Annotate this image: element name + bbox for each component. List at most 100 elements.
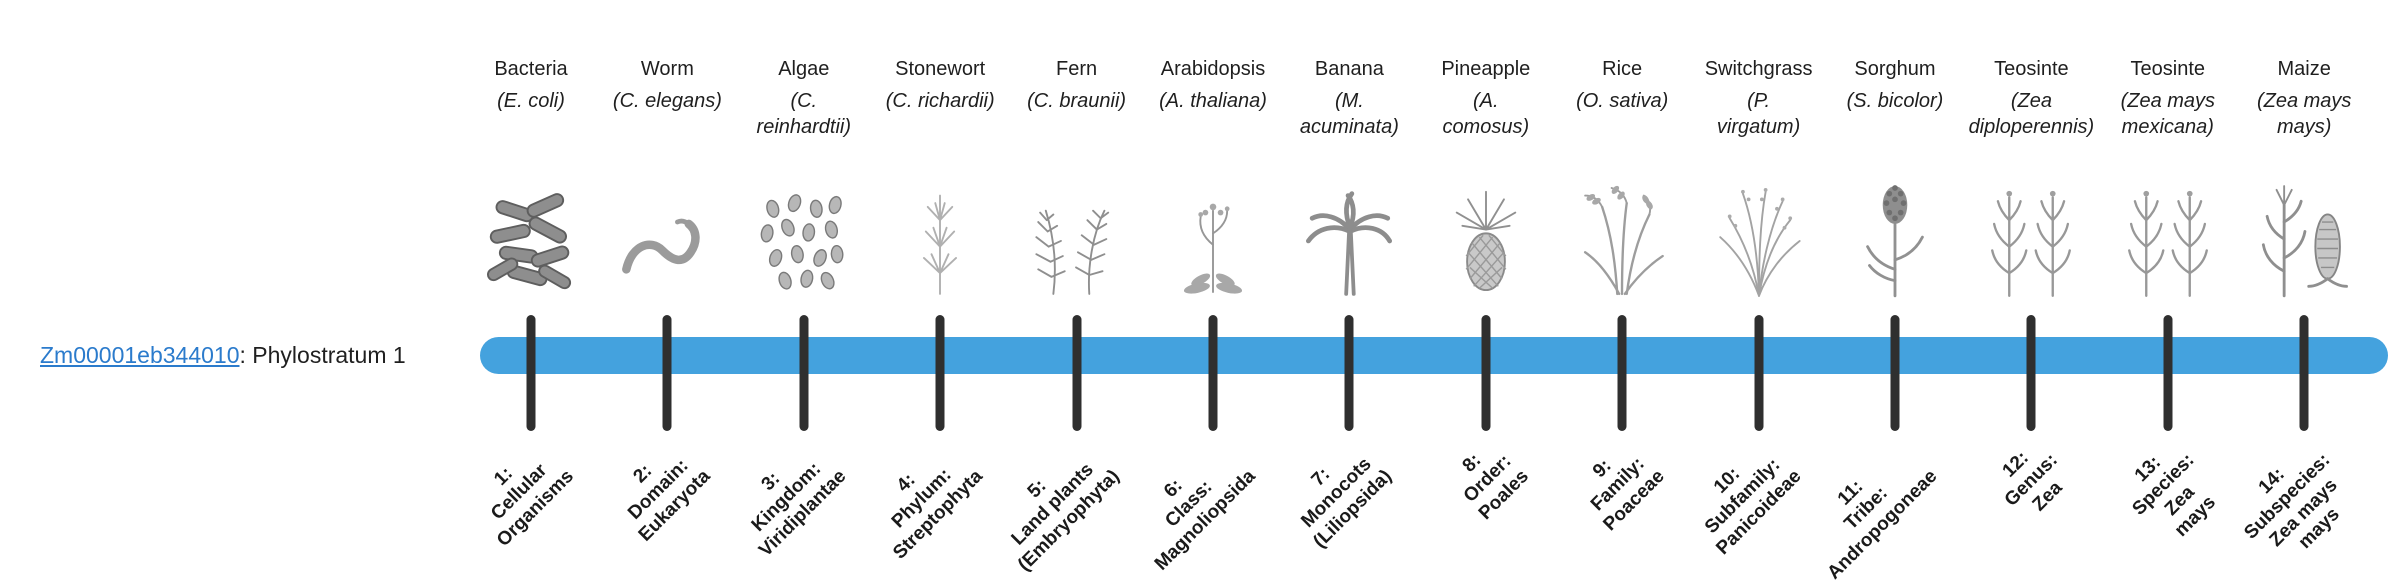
teosinte-icon <box>2112 170 2224 302</box>
organism-scientific-name: (A. thaliana) <box>1159 90 1267 112</box>
bacteria-icon <box>475 170 587 302</box>
organism-common-name: Pineapple <box>1441 58 1531 80</box>
maize-icon <box>2248 170 2360 302</box>
organism-common-name: Arabidopsis <box>1160 58 1266 80</box>
stratum-tick <box>1754 315 1764 431</box>
organism-scientific-name: (Zea mays mays) <box>2256 90 2352 138</box>
organism-name-block: Banana (M. acuminata) <box>1263 56 1435 140</box>
stratum-tick <box>1072 315 1082 431</box>
organism-name-block: Arabidopsis (A. thaliana) <box>1127 56 1299 114</box>
gene-label: Zm00001eb344010: Phylostratum 1 <box>40 340 406 370</box>
stratum-tick <box>935 315 945 431</box>
stratum-tick <box>1208 315 1218 431</box>
organism-name-block: Teosinte (Zea diploperennis) <box>1945 56 2117 140</box>
stratum-tick <box>2163 315 2173 431</box>
phylostratum-bar <box>480 337 2388 374</box>
organism-scientific-name: (O. sativa) <box>1576 90 1669 112</box>
stratum-column: Bacteria (E. coli) 1: Cellular Organisms <box>463 0 599 580</box>
stratum-label: 4: Phylum: Streptophyta <box>888 464 987 564</box>
organism-common-name: Stonewort <box>895 58 986 80</box>
worm-icon <box>611 170 723 302</box>
stratum-column: Pineapple (A. comosus) 8: Order: Poales <box>1418 0 1554 580</box>
stratum-label: 12: Genus: Zea <box>1998 447 2067 516</box>
organism-scientific-name: (M. acuminata) <box>1299 90 1399 138</box>
stratum-column: Teosinte (Zea mays mexicana) 13: Species… <box>2100 0 2236 580</box>
organism-common-name: Banana <box>1314 58 1384 80</box>
stratum-tick <box>2026 315 2036 431</box>
stratum-tick <box>1617 315 1627 431</box>
stratum-label: 3: Kingdom: Viridiplantae <box>748 458 851 561</box>
organism-scientific-name: (P. virgatum) <box>1716 90 1801 138</box>
stratum-label: 1: Cellular Organisms <box>487 460 578 551</box>
organism-name-block: Rice (O. sativa) <box>1536 56 1708 114</box>
organism-name-block: Fern (C. braunii) <box>991 56 1163 114</box>
algae-icon <box>748 170 860 302</box>
organism-name-block: Algae (C. reinhardtii) <box>718 56 890 140</box>
organism-common-name: Algae <box>778 58 830 80</box>
organism-common-name: Worm <box>640 58 694 80</box>
organism-name-block: Bacteria (E. coli) <box>445 56 617 114</box>
organism-common-name: Teosinte <box>2130 58 2206 80</box>
stratum-column: Fern (C. braunii) 5: Land plants (Embryo… <box>1007 0 1145 580</box>
fern-icon <box>1021 170 1133 302</box>
organism-scientific-name: (Zea diploperennis) <box>1968 90 2095 138</box>
stratum-column: Maize (Zea mays mays) 14: Subspecies: Ze… <box>2236 0 2372 580</box>
stratum-tick <box>799 315 809 431</box>
pineapple-icon <box>1430 170 1542 302</box>
organism-common-name: Bacteria <box>494 58 568 80</box>
stratum-column: Sorghum (S. bicolor) 11: Tribe: Andropog… <box>1824 0 1963 580</box>
organism-scientific-name: (S. bicolor) <box>1846 90 1944 112</box>
switchgrass-icon <box>1703 170 1815 302</box>
stratum-column: Rice (O. sativa) 9: Family: Poaceae <box>1554 0 1690 580</box>
organism-name-block: Teosinte (Zea mays mexicana) <box>2082 56 2254 140</box>
stratum-tick <box>1344 315 1354 431</box>
organism-name-block: Worm (C. elegans) <box>581 56 753 114</box>
organism-common-name: Switchgrass <box>1704 58 1813 80</box>
sorghum-icon <box>1839 170 1951 302</box>
rice-icon <box>1566 170 1678 302</box>
banana-icon <box>1293 170 1405 302</box>
stratum-label: 7: Monocots (Liliopsida) <box>1297 453 1396 553</box>
organism-scientific-name: (Zea mays mexicana) <box>2120 90 2216 138</box>
stratum-label: 2: Domain: Eukaryota <box>623 455 714 546</box>
organism-scientific-name: (C. braunii) <box>1027 90 1127 112</box>
stratum-label: 9: Family: Poaceae <box>1587 453 1669 536</box>
organism-name-block: Sorghum (S. bicolor) <box>1809 56 1981 114</box>
stratum-tick <box>526 315 536 431</box>
stratum-tick <box>2299 315 2309 431</box>
organism-common-name: Sorghum <box>1854 58 1936 80</box>
gene-label-suffix: : Phylostratum 1 <box>239 342 406 368</box>
stratum-column: Stonewort (C. richardii) 4: Phylum: Stre… <box>872 0 1008 580</box>
stratum-tick <box>1890 315 1900 431</box>
organism-name-block: Switchgrass (P. virgatum) <box>1673 56 1845 140</box>
stratum-tick <box>662 315 672 431</box>
gene-id-link[interactable]: Zm00001eb344010 <box>40 342 240 368</box>
stratum-column: Arabidopsis (A. thaliana) 6: Class: Magn… <box>1145 0 1281 580</box>
stratum-column: Algae (C. reinhardtii) 3: Kingdom: Virid… <box>736 0 872 580</box>
organism-common-name: Fern <box>1056 58 1098 80</box>
stratum-column: Switchgrass (P. virgatum) 10: Subfamily:… <box>1691 0 1827 580</box>
stratum-label: 13: Species: Zea mays <box>2128 449 2220 542</box>
teosinte-icon <box>1975 170 2087 302</box>
organism-scientific-name: (C. reinhardtii) <box>756 90 852 138</box>
stratum-column: Worm (C. elegans) 2: Domain: Eukaryota <box>599 0 735 580</box>
stratum-tick <box>1481 315 1491 431</box>
organism-name-block: Pineapple (A. comosus) <box>1400 56 1572 140</box>
organism-scientific-name: (E. coli) <box>497 90 565 112</box>
stratum-label: 8: Order: Poales <box>1458 449 1533 524</box>
organism-name-block: Maize (Zea mays mays) <box>2218 56 2390 140</box>
stonewort-icon <box>884 170 996 302</box>
organism-name-block: Stonewort (C. richardii) <box>854 56 1026 114</box>
organism-common-name: Rice <box>1602 58 1643 80</box>
organism-scientific-name: (C. richardii) <box>885 90 995 112</box>
stratum-label: 14: Subspecies: Zea mays mays <box>2240 449 2345 554</box>
arabidopsis-icon <box>1157 170 1269 302</box>
organism-common-name: Teosinte <box>1994 58 2069 80</box>
organism-common-name: Maize <box>2277 58 2331 80</box>
stratum-column: Banana (M. acuminata) 7: Monocots (Lilio… <box>1281 0 1417 580</box>
stratum-column: Teosinte (Zea diploperennis) 12: Genus: … <box>1963 0 2099 580</box>
organism-scientific-name: (A. comosus) <box>1442 90 1530 138</box>
stratum-label: 10: Subfamily: Panicoideae <box>1700 454 1806 559</box>
organism-scientific-name: (C. elegans) <box>612 90 722 112</box>
